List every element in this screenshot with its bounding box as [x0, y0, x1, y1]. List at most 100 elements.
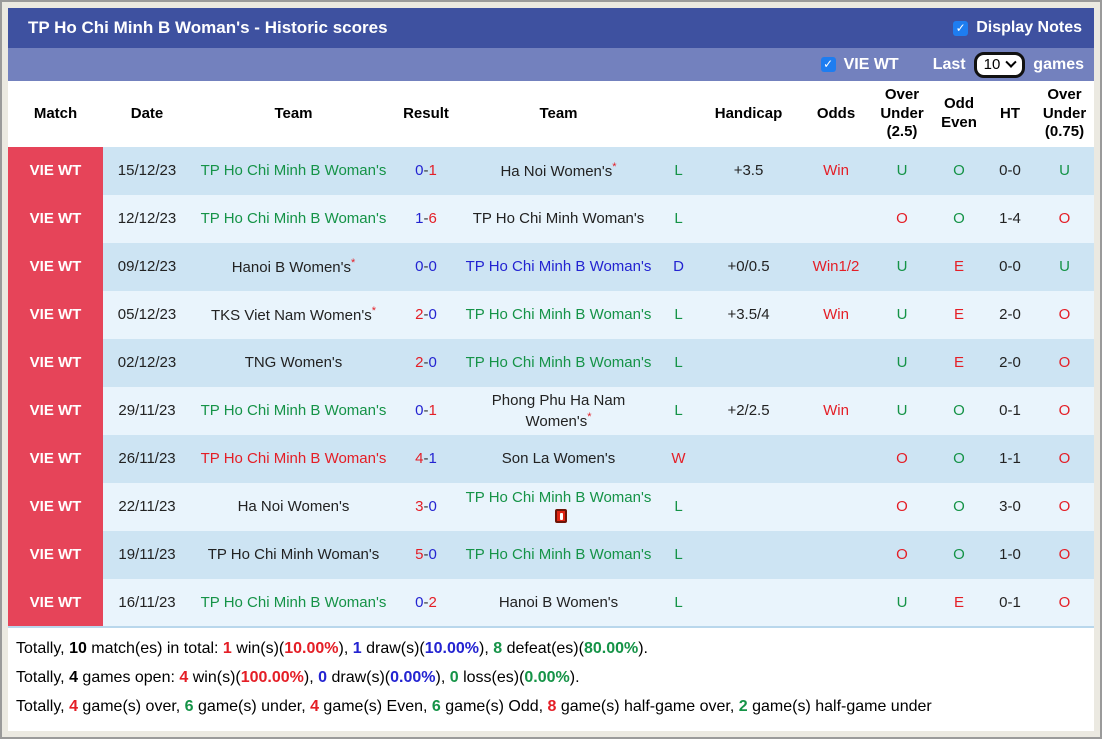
display-notes-checkbox[interactable]: ✓ [953, 20, 969, 36]
team-name[interactable]: TP Ho Chi Minh B Woman's [200, 593, 387, 611]
ht-cell: 3-0 [985, 483, 1035, 531]
league-cell[interactable]: VIE WT [8, 483, 103, 531]
league-cell[interactable]: VIE WT [8, 243, 103, 291]
league-checkbox[interactable]: ✓ [820, 57, 836, 72]
match-row: VIE WT 09/12/23 Hanoi B Women's* 0-0 TP Ho C… [8, 243, 1094, 291]
home-team-cell: TP Ho Chi Minh B Woman's [191, 435, 396, 483]
odd-even-cell: O [933, 435, 985, 483]
league-cell[interactable]: VIE WT [8, 435, 103, 483]
team-name[interactable]: TP Ho Chi Minh Woman's [472, 210, 645, 228]
away-team-cell: Son La Women's [456, 435, 661, 483]
score: 1 [428, 162, 437, 180]
summary-segment: 0.00% [524, 669, 570, 686]
team-name[interactable]: Hanoi B Women's [231, 259, 352, 277]
summary-segment: games open: [77, 669, 180, 686]
over-under-25-cell: O [871, 195, 933, 243]
display-notes-group: ✓ Display Notes [953, 19, 1082, 37]
summary-segment: 2 [738, 698, 748, 715]
table-body: VIE WT 15/12/23 TP Ho Chi Minh B Woman's 0-… [8, 147, 1094, 628]
value: E [953, 354, 964, 372]
league-cell[interactable]: VIE WT [8, 147, 103, 195]
league-cell[interactable]: VIE WT [8, 387, 103, 435]
team-name[interactable]: TNG Women's [244, 354, 343, 372]
over-under-25-cell: U [871, 147, 933, 195]
team-name[interactable]: TP Ho Chi Minh B Woman's [465, 306, 652, 324]
league-cell[interactable]: VIE WT [8, 195, 103, 243]
team-name[interactable]: Phong Phu Ha Nam Women's [491, 391, 626, 431]
score: 0 [428, 498, 437, 516]
result-cell: 2-0 [396, 339, 456, 387]
league-cell[interactable]: VIE WT [8, 291, 103, 339]
result-cell: 3-0 [396, 483, 456, 531]
over-under-25-cell: U [871, 291, 933, 339]
team-name[interactable]: TP Ho Chi Minh B Woman's [200, 402, 387, 420]
summary-segment: draw(s)( [361, 640, 425, 657]
summary-segment: 4 [179, 669, 189, 686]
value: O [1058, 354, 1071, 372]
outcome-cell: L [661, 291, 696, 339]
team-name[interactable]: TP Ho Chi Minh B Woman's [465, 488, 652, 506]
league-cell[interactable]: VIE WT [8, 531, 103, 579]
star-marker: * [612, 161, 617, 174]
value: L [674, 498, 683, 516]
team-name[interactable]: TKS Viet Nam Women's [211, 307, 372, 325]
value: L [674, 402, 683, 420]
value: Win1/2 [812, 258, 860, 276]
over-under-075-cell: U [1035, 147, 1094, 195]
summary-segment: 1 [352, 640, 362, 657]
team-name[interactable]: TP Ho Chi Minh Woman's [207, 546, 380, 564]
over-under-075-cell: U [1035, 243, 1094, 291]
result-cell: 0-1 [396, 147, 456, 195]
team-name[interactable]: Ha Noi Women's [500, 163, 613, 181]
score: - [423, 306, 429, 324]
value: L [674, 354, 683, 372]
score: 0 [428, 546, 437, 564]
summary-segment: 6 [184, 698, 194, 715]
odd-even-cell: E [933, 243, 985, 291]
odd-even-cell: O [933, 387, 985, 435]
ht-cell: 2-0 [985, 291, 1035, 339]
league-cell[interactable]: VIE WT [8, 579, 103, 628]
team-name[interactable]: TP Ho Chi Minh B Woman's [465, 546, 652, 564]
team-name[interactable]: TP Ho Chi Minh B Woman's [465, 354, 652, 372]
ht-cell: 1-4 [985, 195, 1035, 243]
score: 2 [415, 306, 424, 324]
value: W [671, 450, 686, 468]
result-cell: 5-0 [396, 531, 456, 579]
score: 0 [415, 402, 424, 420]
odds-cell [801, 339, 871, 387]
value: E [953, 258, 964, 276]
team-name[interactable]: TP Ho Chi Minh B Woman's [200, 210, 387, 228]
odd-even-cell: E [933, 291, 985, 339]
team-name[interactable]: Hanoi B Women's [498, 593, 619, 611]
handicap-cell [696, 531, 801, 579]
score: 6 [428, 210, 437, 228]
summary-segment: 10.00% [424, 640, 480, 657]
title-bar: TP Ho Chi Minh B Woman's - Historic scor… [8, 8, 1094, 48]
outcome-cell: L [661, 339, 696, 387]
team-name[interactable]: Son La Women's [501, 450, 616, 468]
summary-segment: 8 [493, 640, 503, 657]
handicap-cell [696, 435, 801, 483]
value: O [953, 450, 965, 468]
team-name[interactable]: TP Ho Chi Minh B Woman's [200, 450, 387, 468]
team-name[interactable]: TP Ho Chi Minh B Woman's [465, 258, 652, 276]
result-cell: 2-0 [396, 291, 456, 339]
outcome-cell: W [661, 435, 696, 483]
score: 0 [428, 354, 437, 372]
team-name[interactable]: TP Ho Chi Minh B Woman's [200, 162, 387, 180]
last-games-select[interactable]: 10 [973, 51, 1026, 78]
value: O [953, 162, 965, 180]
date-cell: 05/12/23 [103, 291, 191, 339]
team-name[interactable]: Ha Noi Women's [237, 498, 350, 516]
score: - [423, 593, 429, 611]
summary-segment: Totally, [16, 640, 70, 657]
display-notes-label: Display Notes [976, 19, 1082, 36]
column-header: Odds [801, 81, 871, 147]
result-cell: 4-1 [396, 435, 456, 483]
summary-line: Totally, 4 game(s) over, 6 game(s) under… [16, 692, 1086, 721]
away-team-cell: TP Ho Chi Minh B Woman's [456, 243, 661, 291]
league-cell[interactable]: VIE WT [8, 339, 103, 387]
ht-cell: 1-1 [985, 435, 1035, 483]
